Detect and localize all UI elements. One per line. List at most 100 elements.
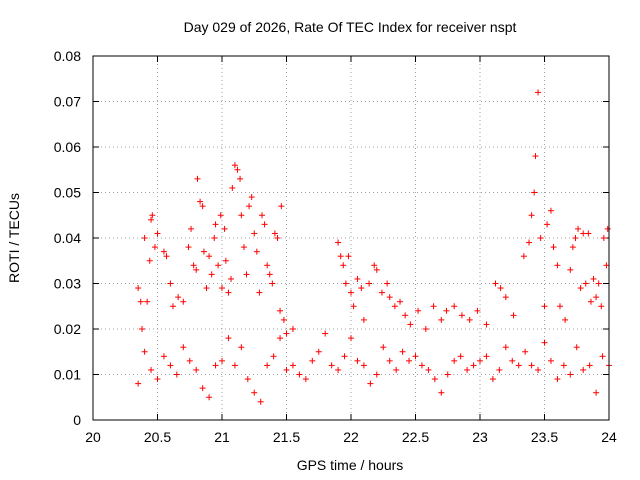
data-point — [378, 289, 385, 296]
data-point — [199, 385, 206, 392]
data-point — [367, 380, 374, 387]
data-point — [483, 321, 490, 328]
data-point — [296, 371, 303, 378]
data-point — [274, 235, 281, 241]
data-point — [163, 253, 170, 260]
data-point — [402, 312, 409, 319]
data-point — [342, 280, 349, 287]
data-point — [264, 362, 271, 369]
data-point — [535, 366, 542, 373]
data-point — [386, 294, 393, 301]
data-point — [335, 366, 342, 373]
x-tick-label: 22 — [343, 429, 359, 445]
data-point — [148, 216, 155, 223]
data-point — [193, 366, 200, 373]
data-point — [309, 357, 316, 364]
data-point — [135, 380, 142, 387]
data-point — [604, 225, 611, 232]
data-point — [415, 307, 422, 314]
data-point — [283, 366, 290, 373]
data-point — [185, 244, 192, 251]
data-point — [289, 362, 296, 369]
data-point — [335, 239, 342, 246]
y-tick-label: 0.04 — [54, 230, 81, 246]
data-point — [502, 344, 509, 351]
data-point — [515, 362, 522, 369]
data-point — [567, 371, 574, 378]
data-point — [208, 271, 215, 278]
data-point — [528, 212, 535, 219]
data-point — [438, 316, 445, 323]
data-point — [244, 376, 251, 383]
data-point — [492, 280, 499, 287]
y-tick-label: 0.01 — [54, 367, 81, 383]
data-point — [380, 344, 387, 351]
data-point — [211, 235, 218, 241]
data-point — [229, 184, 236, 191]
data-point — [373, 371, 380, 378]
data-point — [146, 257, 153, 264]
data-point — [520, 253, 527, 260]
data-point — [328, 362, 335, 369]
data-point — [197, 198, 204, 205]
data-point — [264, 262, 271, 269]
data-point — [582, 280, 589, 287]
data-point — [399, 348, 406, 355]
data-point — [348, 289, 354, 296]
y-tick-label: 0.03 — [54, 276, 81, 292]
data-point — [206, 253, 213, 260]
data-point — [354, 275, 361, 282]
data-point — [277, 307, 284, 314]
data-point — [234, 166, 241, 173]
data-point — [169, 303, 176, 310]
data-point — [240, 244, 247, 251]
data-point — [266, 271, 273, 278]
data-point — [590, 275, 597, 282]
data-point — [430, 303, 437, 310]
data-point — [340, 262, 347, 269]
data-point — [160, 353, 167, 360]
data-point — [225, 289, 232, 296]
y-tick-label: 0 — [73, 412, 81, 428]
data-point — [253, 248, 260, 255]
data-point — [510, 312, 517, 319]
data-point — [212, 362, 219, 369]
data-point — [577, 285, 584, 292]
data-point — [283, 330, 290, 337]
data-point — [509, 357, 516, 364]
data-point — [477, 357, 483, 364]
data-point — [186, 357, 193, 364]
data-point — [393, 366, 400, 373]
data-point — [149, 212, 156, 219]
data-point — [257, 398, 264, 405]
data-point — [595, 280, 602, 287]
data-point — [167, 362, 174, 369]
data-point — [569, 244, 576, 251]
y-tick-label: 0.02 — [54, 321, 81, 337]
data-point — [438, 389, 445, 396]
data-point — [599, 353, 606, 360]
data-point — [457, 353, 464, 360]
data-point — [496, 366, 503, 373]
data-point — [217, 212, 224, 219]
data-point — [228, 275, 235, 282]
data-point — [354, 357, 361, 364]
data-point — [231, 162, 238, 169]
data-point — [562, 316, 569, 323]
data-point — [587, 298, 594, 305]
data-point — [139, 326, 146, 332]
data-point — [366, 280, 373, 287]
data-point — [322, 330, 329, 337]
data-point — [277, 335, 284, 342]
data-point — [451, 303, 458, 310]
data-point — [360, 362, 367, 369]
y-axis-tick-labels: 0 0.01 0.02 0.03 0.04 0.05 0.06 0.07 0.08 — [54, 48, 81, 428]
data-point — [541, 303, 548, 310]
data-point — [425, 366, 432, 373]
data-point — [458, 312, 465, 319]
data-point — [386, 357, 393, 364]
data-point — [194, 175, 201, 182]
data-point — [567, 266, 574, 273]
data-point — [348, 335, 354, 342]
